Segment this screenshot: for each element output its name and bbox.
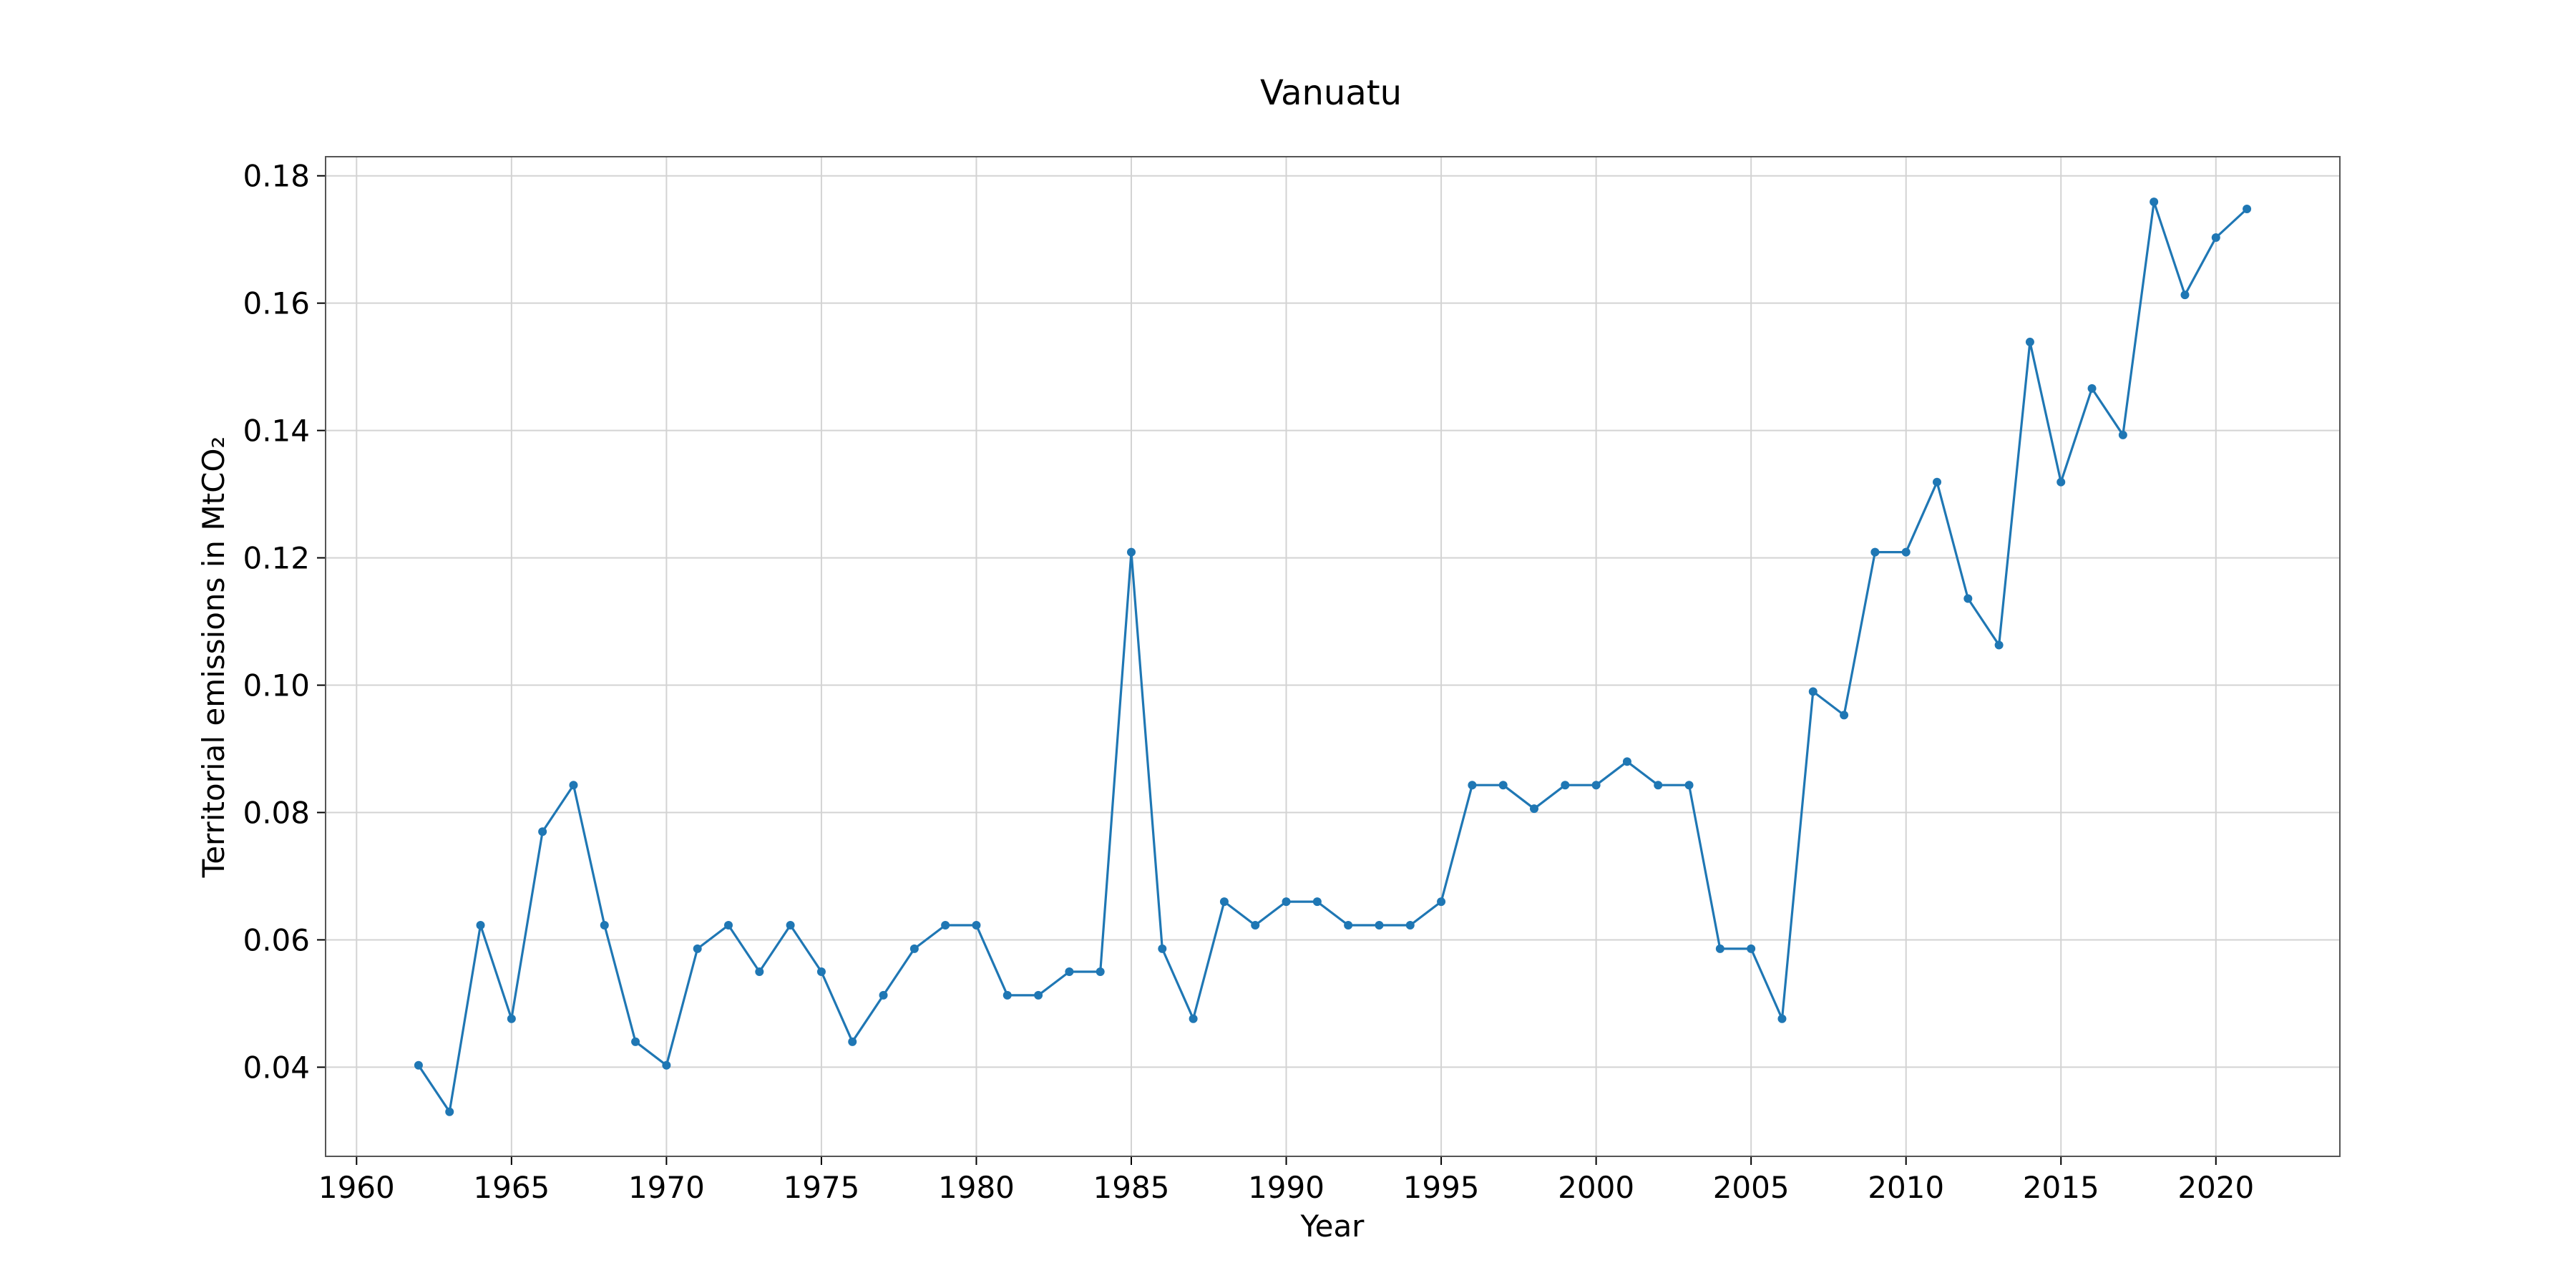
x-tick-label: 1970 [628,1170,705,1205]
data-point [1002,990,1012,1000]
data-point [1654,781,1663,790]
data-point [1375,920,1384,930]
y-tick-label: 0.14 [243,414,310,449]
data-point [1127,547,1136,557]
data-point [941,920,950,930]
data-point [1777,1014,1787,1023]
data-point [879,990,888,1000]
data-point [1251,920,1260,930]
grid-lines [326,157,2340,1156]
data-point [569,781,578,790]
data-point [1219,897,1229,907]
data-point [1312,897,1322,907]
data-point [724,920,733,930]
series-layer [414,197,2252,1116]
data-point [1715,944,1724,953]
x-axis-label: Year [1300,1209,1365,1244]
data-point [1994,640,2004,650]
y-tick-label: 0.10 [243,668,310,703]
chart-title: Vanuatu [1260,73,1402,113]
data-point [1684,781,1694,790]
plot-frame [325,156,2341,1157]
data-point [909,944,919,953]
data-point [1747,944,1756,953]
x-tick-label: 2020 [2177,1170,2254,1205]
x-tick-label: 1980 [938,1170,1015,1205]
data-point [2243,204,2252,213]
data-point [1622,757,1631,766]
data-point [786,920,795,930]
data-point [1901,547,1911,557]
data-point [1189,1014,1198,1023]
data-point [1808,687,1818,696]
x-tick-label: 1995 [1403,1170,1480,1205]
data-point [538,827,547,836]
y-tick-label: 0.06 [243,922,310,957]
data-point [1530,804,1538,814]
x-tick-label: 2000 [1558,1170,1634,1205]
data-point [2211,233,2220,243]
y-tick-label: 0.16 [243,286,310,321]
x-tick-label: 1990 [1248,1170,1324,1205]
data-point [1591,781,1601,790]
data-point [693,944,702,953]
data-point [755,967,764,976]
x-tick-label: 2015 [2023,1170,2099,1205]
data-point [631,1037,640,1046]
y-tick-label: 0.18 [243,159,310,194]
data-point [1437,897,1446,907]
data-point [1468,781,1477,790]
data-point [1561,781,1570,790]
data-point [972,920,981,930]
x-tick-label: 2010 [1868,1170,1944,1205]
data-point [848,1037,857,1046]
data-point [662,1060,671,1070]
data-point [2150,197,2159,207]
data-point [507,1014,516,1023]
y-tick-label: 0.12 [243,541,310,576]
data-point [1498,781,1508,790]
data-point [2180,291,2190,300]
data-point [816,967,826,976]
series-line [417,200,2248,1113]
axis-ticks [317,175,2217,1165]
data-point [414,1060,423,1070]
data-point [1963,594,1973,603]
data-point [1282,897,1291,907]
x-tick-label: 2005 [1713,1170,1790,1205]
data-point [1096,967,1105,976]
data-point [2025,337,2034,346]
y-tick-labels: 0.04 0.06 0.08 0.10 0.12 0.14 0.16 0.18 [243,159,310,1085]
data-point [445,1107,454,1116]
y-tick-label: 0.04 [243,1050,310,1085]
data-point [1840,711,1849,720]
y-tick-label: 0.08 [243,796,310,831]
x-tick-label: 1965 [473,1170,550,1205]
data-point [1870,547,1880,557]
data-point [2087,384,2097,393]
data-point [1034,990,1043,1000]
data-point [600,920,609,930]
data-point [1344,920,1353,930]
data-point [1158,944,1167,953]
data-point [476,920,485,930]
x-tick-label: 1985 [1093,1170,1170,1205]
x-tick-label: 1975 [783,1170,859,1205]
x-tick-labels: 1960 1965 1970 1975 1980 1985 1990 1995 2000 2005… [318,1170,2254,1205]
data-point [1405,920,1415,930]
data-point [1933,477,1941,487]
data-point [1065,967,1074,976]
x-tick-label: 1960 [318,1170,395,1205]
data-point [2057,477,2066,487]
y-axis-label: Territorial emissions in MtCO₂ [196,436,231,879]
data-point [2118,430,2127,439]
